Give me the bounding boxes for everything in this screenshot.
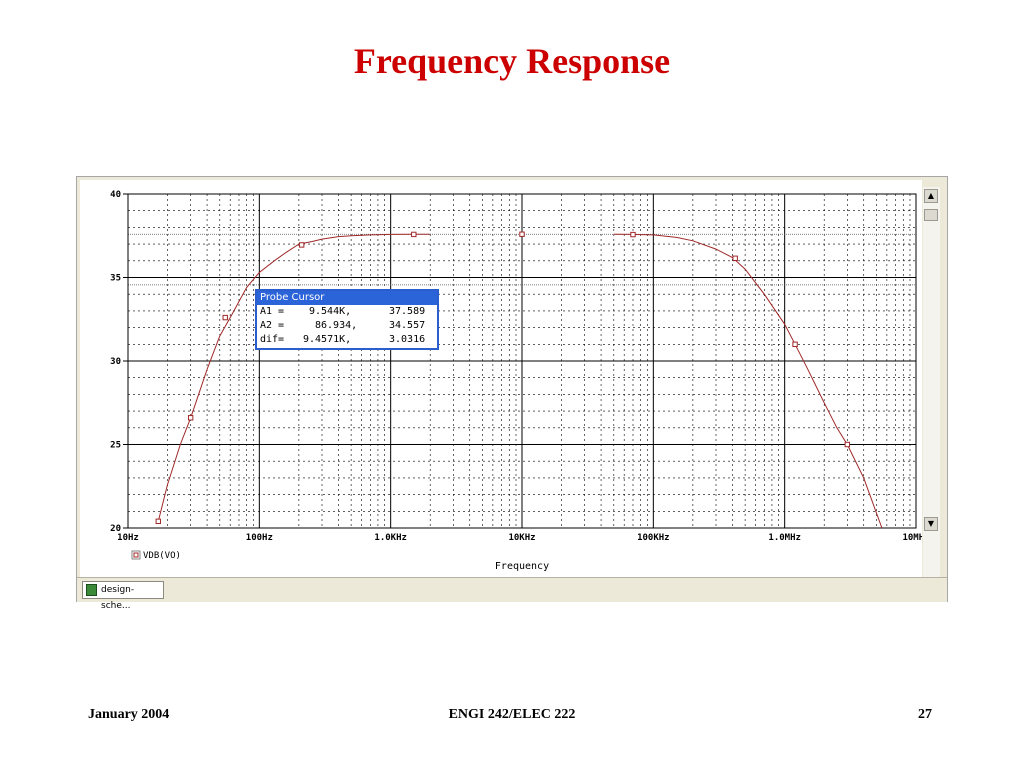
y-tick-label: 20 — [110, 524, 121, 534]
series-line — [157, 233, 431, 522]
probe-x-value: 9.544K, — [309, 306, 352, 317]
data-point-marker — [155, 518, 161, 525]
probe-row-a2: A2 = 86.934, 34.557 — [257, 319, 437, 333]
data-point-marker — [222, 314, 228, 321]
scroll-down-button[interactable]: ▼ — [924, 517, 938, 531]
schematic-doc-icon — [86, 584, 97, 596]
data-point-marker — [298, 242, 305, 248]
frequency-response-chart[interactable]: 20 25 30 35 40 10Hz 100Hz 1.0KHz 10KHz 100KHz 1.0M… — [80, 180, 922, 578]
legend-label: VDB(VO) — [143, 551, 181, 561]
y-tick-label: 30 — [110, 357, 121, 367]
window-tab-bar: design-sche... — [77, 577, 947, 611]
probe-x-value: 9.4571K, — [303, 334, 352, 345]
y-tick-label: 25 — [110, 441, 121, 451]
data-point-marker — [792, 341, 798, 348]
probe-cursor-title: Probe Cursor — [257, 291, 437, 305]
data-point-marker — [844, 441, 851, 448]
x-tick-label: 1.0KHz — [374, 533, 407, 543]
x-axis-label: Frequency — [495, 561, 549, 572]
x-tick-label: 10MHz — [902, 533, 922, 543]
probe-x-value: 86.934, — [315, 320, 358, 331]
x-tick-label: 10Hz — [117, 533, 139, 543]
probe-y-value: 3.0316 — [389, 334, 426, 345]
data-point-marker — [732, 255, 738, 261]
legend: VDB(VO) — [131, 550, 181, 561]
probe-row-a1: A1 = 9.544K, 37.589 — [257, 305, 437, 319]
data-point-marker — [187, 415, 194, 421]
footer-date: January 2004 — [88, 707, 170, 722]
footer-course: ENGI 242/ELEC 222 — [448, 707, 576, 722]
vertical-scrollbar[interactable]: ▲ ▼ — [923, 187, 940, 577]
probe-y-value: 34.557 — [389, 320, 426, 331]
probe-y-value: 37.589 — [389, 306, 426, 317]
probe-row-dif: dif= 9.4571K, 3.0316 — [257, 333, 437, 347]
x-tick-label: 100Hz — [246, 533, 273, 543]
probe-label: A1 = — [260, 306, 285, 317]
x-tick-label: 1.0MHz — [768, 533, 801, 543]
probe-label: A2 = — [260, 320, 285, 331]
y-tick-label: 40 — [110, 190, 121, 200]
scroll-thumb[interactable] — [924, 209, 938, 221]
data-point-marker — [630, 231, 636, 238]
x-tick-label: 100KHz — [637, 533, 670, 543]
x-tick-label: 10KHz — [508, 533, 535, 543]
data-point-marker — [411, 231, 417, 238]
document-tab[interactable]: design-sche... — [82, 581, 164, 611]
y-tick-label: 35 — [110, 274, 121, 284]
series-vdb-vo- — [155, 231, 883, 529]
probe-window: 20 25 30 35 40 10Hz 100Hz 1.0KHz 10KHz 100KHz 1.0M… — [76, 176, 948, 611]
probe-label: dif= — [260, 334, 285, 345]
document-tab-label: design-sche... — [101, 585, 135, 611]
series-line — [613, 233, 883, 529]
probe-cursor-dialog[interactable]: Probe Cursor A1 = 9.544K, 37.589 A2 = 86… — [255, 289, 439, 350]
legend-marker — [133, 552, 139, 558]
plot-area[interactable]: 20 25 30 35 40 10Hz 100Hz 1.0KHz 10KHz 100KHz 1.0M… — [80, 180, 922, 578]
data-point-marker — [519, 231, 525, 237]
slide-title: Frequency Response — [353, 41, 671, 81]
scroll-up-button[interactable]: ▲ — [924, 189, 938, 203]
footer-page-number: 27 — [918, 707, 932, 722]
